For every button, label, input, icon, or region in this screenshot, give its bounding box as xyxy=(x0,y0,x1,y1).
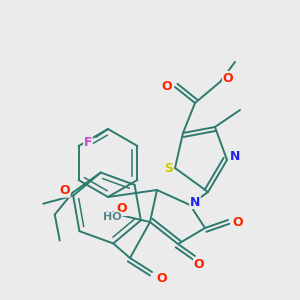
Text: HO: HO xyxy=(103,212,121,222)
Text: S: S xyxy=(164,161,173,175)
Text: O: O xyxy=(233,215,243,229)
Text: F: F xyxy=(84,136,92,149)
Text: O: O xyxy=(157,272,167,284)
Text: H: H xyxy=(105,211,115,224)
Text: O: O xyxy=(117,202,127,215)
Text: O: O xyxy=(223,71,233,85)
Text: O: O xyxy=(162,80,172,94)
Text: N: N xyxy=(230,149,240,163)
Text: O: O xyxy=(194,257,204,271)
Text: N: N xyxy=(190,196,200,208)
Text: O: O xyxy=(59,184,70,197)
